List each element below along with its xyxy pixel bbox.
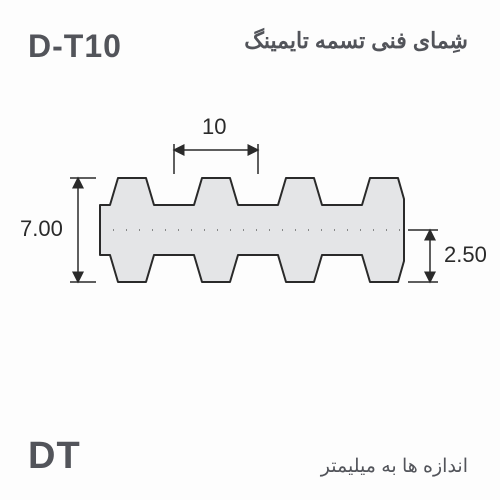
page-title: شِمای فنی تسمه تایمینگ xyxy=(244,28,468,54)
units-note: اندازه ها به میلیمتر xyxy=(321,455,468,478)
part-code: D-T10 xyxy=(28,28,122,65)
profile-diagram: 10 7.00 2.50 xyxy=(0,130,500,350)
height-value: 7.00 xyxy=(20,216,63,242)
pitch-value: 10 xyxy=(202,114,226,140)
belt-profile xyxy=(100,178,404,282)
brand-mark: DT xyxy=(28,435,81,478)
tooth-value: 2.50 xyxy=(444,242,487,268)
